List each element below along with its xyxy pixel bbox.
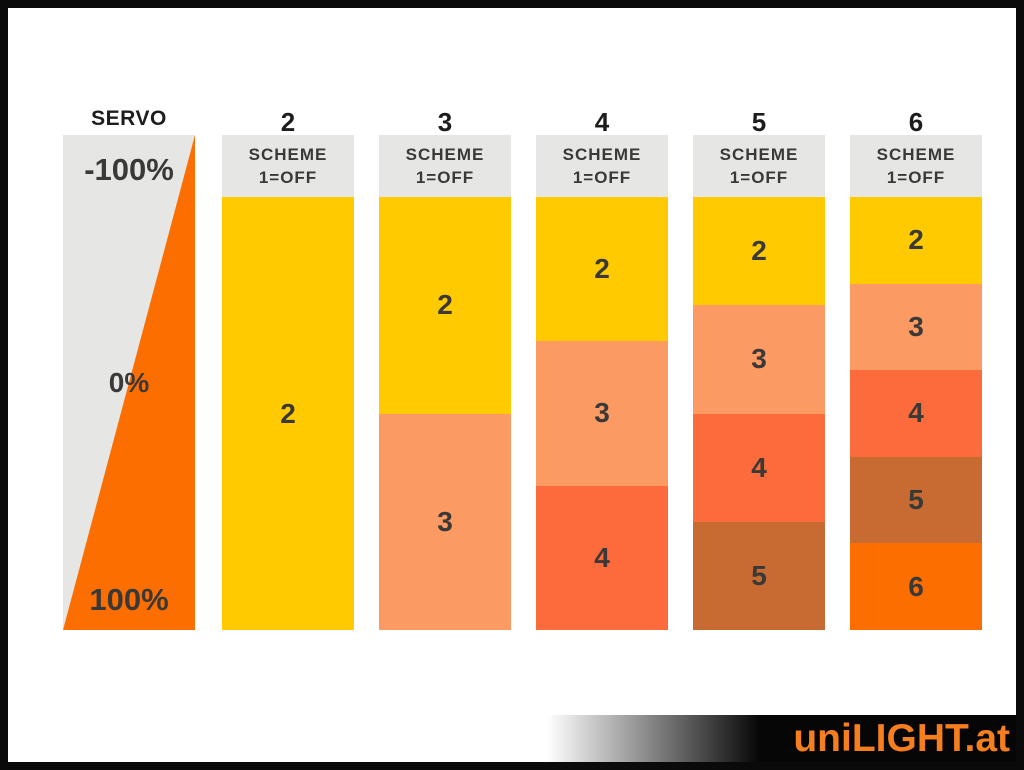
- segment-3: 3: [536, 341, 668, 486]
- scheme-column-5: 5 SCHEME 1=OFF 2 3 4 5: [693, 107, 825, 630]
- segment-label: 2: [751, 235, 767, 267]
- scheme-header-line2: 1=OFF: [886, 168, 946, 187]
- scheme-header-line1: SCHEME: [562, 145, 642, 164]
- segment-2: 2: [379, 197, 511, 414]
- column-number: 3: [437, 107, 453, 137]
- servo-tick-minus-100: -100%: [84, 152, 174, 187]
- servo-tick-zero: 0%: [108, 366, 150, 398]
- scheme-header-line1: SCHEME: [405, 145, 485, 164]
- segment-label: 5: [751, 559, 767, 591]
- segment-3: 3: [693, 305, 825, 414]
- scheme-header-line1: SCHEME: [248, 145, 328, 164]
- segment-3: 3: [850, 283, 982, 371]
- column-number: 6: [908, 107, 924, 137]
- segment-5: 5: [850, 456, 982, 544]
- column-number: 4: [594, 107, 610, 137]
- segment-label: 3: [751, 343, 767, 375]
- column-number: 2: [280, 107, 296, 137]
- segment-2: 2: [536, 197, 668, 342]
- segment-label: 2: [280, 397, 296, 429]
- column-number: 5: [751, 107, 767, 137]
- segment-label: 3: [594, 397, 610, 429]
- segment-label: 3: [908, 310, 924, 342]
- segment-label: 4: [751, 451, 767, 483]
- segment-2: 2: [693, 197, 825, 306]
- scheme-header: SCHEME 1=OFF: [222, 135, 354, 197]
- scheme-column-3: 3 SCHEME 1=OFF 2 3: [379, 107, 511, 630]
- segment-label: 6: [908, 570, 924, 602]
- column-body: 2 3 4 5: [693, 197, 825, 630]
- segment-6: 6: [850, 543, 982, 630]
- scheme-header-line2: 1=OFF: [258, 168, 318, 187]
- segment-label: 4: [908, 397, 924, 429]
- segment-2: 2: [850, 197, 982, 284]
- segment-label: 3: [437, 505, 453, 537]
- segment-label: 5: [908, 484, 924, 516]
- segment-label: 4: [594, 541, 610, 573]
- servo-travel-scale: -100% 0% 100%: [63, 135, 195, 630]
- scheme-header-line2: 1=OFF: [729, 168, 789, 187]
- segment-4: 4: [693, 413, 825, 522]
- segment-label: 2: [437, 289, 453, 321]
- brand-bar: uniLIGHT.at: [547, 715, 1016, 762]
- scheme-header-line1: SCHEME: [719, 145, 799, 164]
- scheme-header-line2: 1=OFF: [572, 168, 632, 187]
- scheme-header: SCHEME 1=OFF: [379, 135, 511, 197]
- scheme-column-4: 4 SCHEME 1=OFF 2 3 4: [536, 107, 668, 630]
- scheme-header-line1: SCHEME: [876, 145, 956, 164]
- servo-tick-plus-100: 100%: [89, 582, 169, 617]
- servo-axis-title: SERVO: [91, 107, 167, 130]
- column-body: 2 3 4: [536, 197, 668, 630]
- segment-label: 2: [594, 253, 610, 285]
- scheme-column-2: 2 SCHEME 1=OFF 2: [222, 107, 354, 630]
- segment-3: 3: [379, 413, 511, 630]
- segment-2: 2: [222, 197, 354, 630]
- column-body: 2: [222, 197, 354, 630]
- scheme-header: SCHEME 1=OFF: [693, 135, 825, 197]
- segment-label: 2: [908, 224, 924, 256]
- scheme-header: SCHEME 1=OFF: [536, 135, 668, 197]
- segment-4: 4: [536, 485, 668, 630]
- column-body: 2 3 4 5 6: [850, 197, 982, 630]
- segment-5: 5: [693, 521, 825, 630]
- scheme-column-6: 6 SCHEME 1=OFF 2 3 4 5 6: [850, 107, 982, 630]
- brand-logo-text: uniLIGHT.at: [793, 717, 1010, 760]
- scheme-header: SCHEME 1=OFF: [850, 135, 982, 197]
- scheme-header-line2: 1=OFF: [415, 168, 475, 187]
- segment-4: 4: [850, 370, 982, 457]
